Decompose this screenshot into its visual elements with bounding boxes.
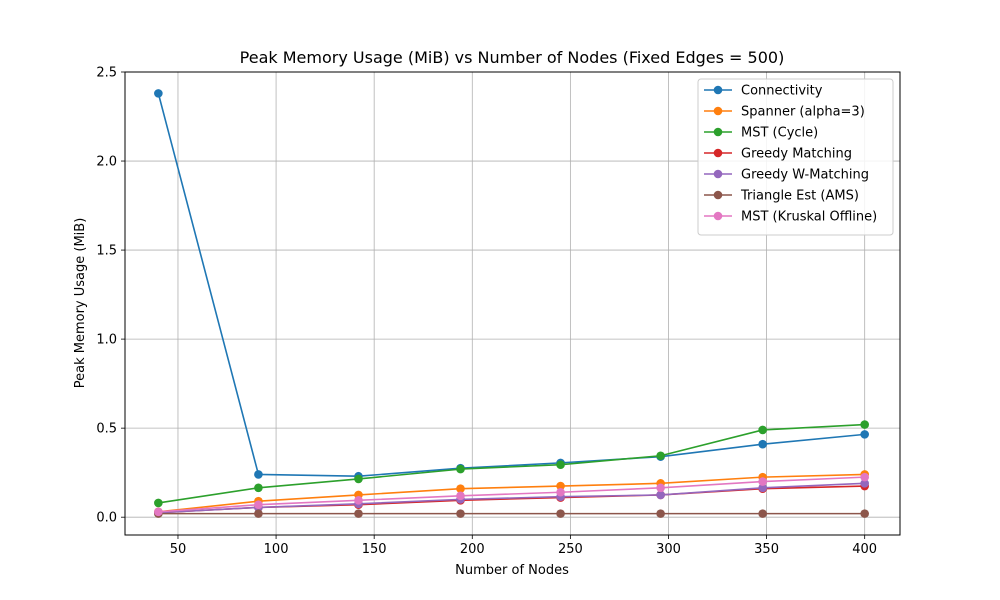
data-point: [860, 479, 869, 488]
legend: Connectivity Spanner (alpha=3) MST (Cycle)…: [697, 78, 894, 236]
x-tick-label: 200: [460, 542, 485, 557]
data-point: [556, 481, 565, 491]
data-point: [456, 464, 465, 474]
legend-item: Spanner (alpha=3): [704, 105, 865, 120]
data-point: [354, 474, 363, 484]
series-line: [157, 93, 865, 478]
x-axis: 50 100 150 200 250 300 350 400: [170, 535, 877, 557]
legend-label: Connectivity: [741, 84, 823, 99]
legend-marker: [713, 106, 723, 116]
data-point: [154, 507, 163, 517]
legend-item: Connectivity: [704, 84, 823, 99]
data-point: [556, 487, 565, 497]
y-tick-label: 0.5: [96, 422, 117, 437]
series-5: [154, 509, 869, 518]
legend-marker: [713, 211, 723, 221]
y-tick-label: 2.0: [96, 155, 117, 170]
y-axis-label: Peak Memory Usage (MiB): [73, 218, 88, 389]
y-tick-label: 1.5: [96, 244, 117, 259]
data-point: [354, 495, 363, 505]
legend-item: Greedy W-Matching: [704, 168, 869, 183]
data-point: [758, 483, 767, 493]
data-point: [254, 470, 263, 479]
data-point: [860, 430, 869, 439]
series-6: [154, 472, 869, 517]
legend-marker: [713, 169, 723, 179]
data-point: [860, 509, 869, 518]
data-point: [254, 509, 263, 518]
data-point: [656, 490, 665, 500]
data-point: [254, 483, 263, 493]
data-point: [154, 498, 163, 508]
legend-frame: [697, 78, 894, 236]
data-point: [758, 425, 767, 435]
legend-label: Greedy Matching: [741, 147, 852, 162]
data-point: [860, 472, 869, 482]
data-point: [758, 477, 767, 486]
legend-item: Triangle Est (AMS): [704, 189, 859, 204]
x-tick-label: 50: [170, 542, 187, 557]
series-layer: [154, 89, 869, 518]
x-tick-label: 100: [264, 542, 289, 557]
legend-label: MST (Cycle): [741, 126, 818, 141]
y-tick-label: 0.0: [96, 511, 117, 526]
x-tick-label: 250: [558, 542, 583, 557]
series-line: [158, 476, 865, 513]
x-tick-label: 300: [656, 542, 681, 557]
legend-label: Spanner (alpha=3): [741, 105, 865, 120]
data-point: [556, 509, 565, 518]
legend-item: MST (Kruskal Offline): [704, 210, 877, 225]
legend-label: Triangle Est (AMS): [740, 189, 859, 204]
data-point: [354, 509, 363, 518]
data-point: [456, 484, 465, 494]
legend-item: Greedy Matching: [704, 147, 852, 162]
data-point: [254, 500, 263, 510]
chart-title: Peak Memory Usage (MiB) vs Number of Nod…: [240, 48, 785, 67]
legend-marker: [713, 148, 723, 158]
x-tick-label: 400: [852, 542, 877, 557]
data-point: [656, 451, 665, 461]
legend-item: MST (Cycle): [704, 126, 818, 141]
data-point: [758, 439, 767, 449]
y-tick-label: 1.0: [96, 333, 117, 348]
data-point: [758, 509, 767, 518]
x-tick-label: 350: [754, 542, 779, 557]
series-2: [154, 420, 869, 508]
legend-label: MST (Kruskal Offline): [741, 210, 877, 225]
data-point: [556, 460, 565, 469]
legend-label: Greedy W-Matching: [741, 168, 869, 183]
data-point: [456, 509, 465, 518]
series-line: [158, 423, 865, 504]
plot-frame: [124, 71, 901, 536]
legend-marker: [713, 190, 723, 200]
y-tick-label: 2.5: [96, 66, 117, 81]
data-point: [860, 420, 869, 429]
series-line: [158, 473, 865, 513]
legend-marker: [713, 85, 723, 95]
data-point: [456, 491, 465, 501]
legend-marker: [713, 127, 723, 137]
x-axis-label: Number of Nodes: [455, 563, 569, 578]
y-axis: 0.0 0.5 1.0 1.5 2.0 2.5: [96, 66, 125, 526]
x-tick-label: 150: [362, 542, 387, 557]
data-point: [154, 89, 163, 98]
data-point: [656, 483, 665, 493]
data-point: [656, 509, 665, 518]
series-line: [158, 482, 865, 514]
